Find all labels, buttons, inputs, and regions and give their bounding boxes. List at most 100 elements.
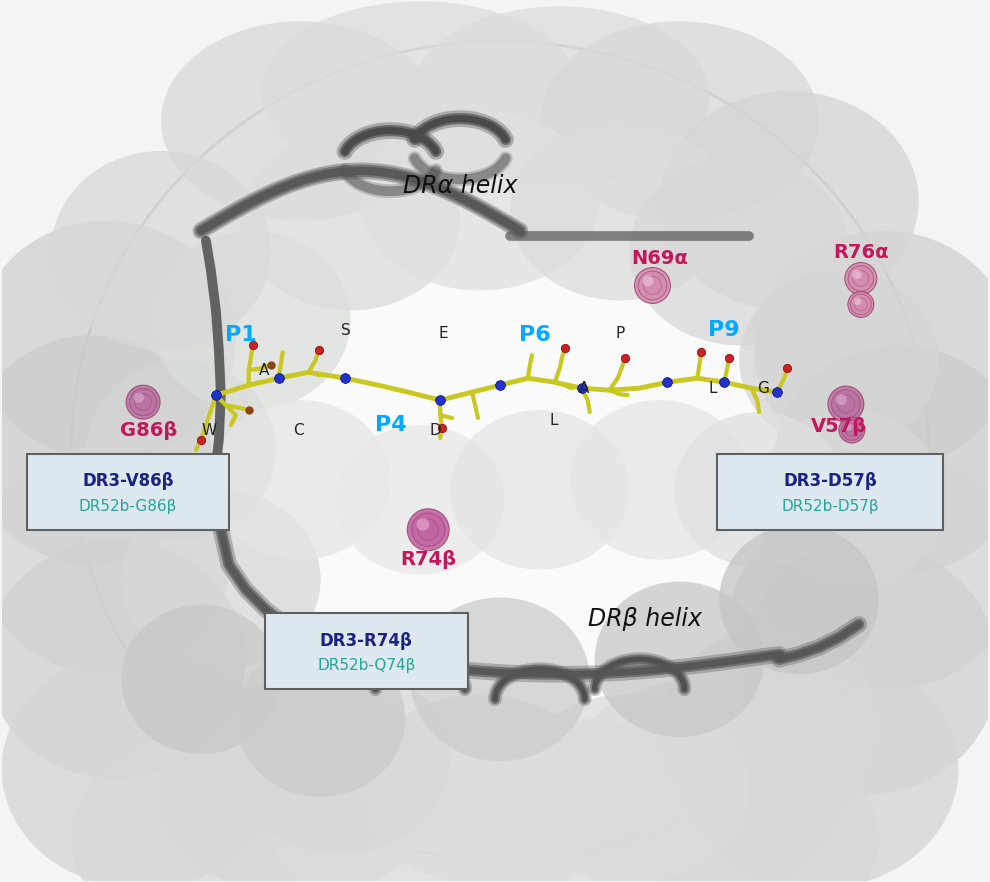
Ellipse shape xyxy=(241,131,460,310)
Circle shape xyxy=(837,395,854,413)
Circle shape xyxy=(130,389,156,415)
Ellipse shape xyxy=(450,410,630,570)
Circle shape xyxy=(852,270,861,280)
Ellipse shape xyxy=(679,649,958,882)
Circle shape xyxy=(844,263,877,295)
Circle shape xyxy=(412,513,445,547)
Circle shape xyxy=(418,519,439,540)
Circle shape xyxy=(848,265,873,291)
Ellipse shape xyxy=(161,21,441,220)
Ellipse shape xyxy=(360,111,600,290)
Ellipse shape xyxy=(151,231,350,410)
Ellipse shape xyxy=(86,360,275,540)
Ellipse shape xyxy=(260,2,580,181)
Circle shape xyxy=(850,294,871,315)
Circle shape xyxy=(126,385,160,419)
Text: R76α: R76α xyxy=(833,243,889,262)
Text: D: D xyxy=(430,422,442,437)
Circle shape xyxy=(635,267,670,303)
Circle shape xyxy=(832,390,860,418)
Text: DRβ helix: DRβ helix xyxy=(587,608,702,632)
Text: G86β: G86β xyxy=(121,421,178,439)
Ellipse shape xyxy=(161,679,441,882)
Text: W: W xyxy=(201,422,217,437)
Text: C: C xyxy=(293,422,304,437)
Circle shape xyxy=(844,422,852,430)
Ellipse shape xyxy=(231,664,450,854)
Text: P1: P1 xyxy=(225,325,256,346)
FancyBboxPatch shape xyxy=(264,614,468,689)
Ellipse shape xyxy=(774,345,990,574)
Text: P9: P9 xyxy=(709,320,741,340)
Ellipse shape xyxy=(71,41,929,859)
Ellipse shape xyxy=(236,641,405,796)
Ellipse shape xyxy=(2,649,281,882)
Ellipse shape xyxy=(720,525,879,674)
Ellipse shape xyxy=(570,400,749,559)
Text: G: G xyxy=(757,381,769,396)
Circle shape xyxy=(842,420,862,440)
Ellipse shape xyxy=(510,694,749,882)
Ellipse shape xyxy=(0,220,236,460)
Circle shape xyxy=(845,423,858,437)
Ellipse shape xyxy=(754,410,943,589)
Ellipse shape xyxy=(630,156,848,345)
Text: V57β: V57β xyxy=(811,416,867,436)
Ellipse shape xyxy=(595,581,764,737)
Circle shape xyxy=(407,509,449,550)
Text: R74β: R74β xyxy=(400,550,456,569)
Text: L: L xyxy=(708,381,717,396)
Ellipse shape xyxy=(540,21,819,220)
Text: E: E xyxy=(439,325,448,340)
Text: A: A xyxy=(258,363,269,377)
Circle shape xyxy=(839,417,865,443)
Circle shape xyxy=(639,271,667,300)
Circle shape xyxy=(134,392,144,403)
Circle shape xyxy=(847,291,874,318)
Ellipse shape xyxy=(410,6,709,186)
Ellipse shape xyxy=(51,151,270,350)
Text: P4: P4 xyxy=(374,415,406,435)
Ellipse shape xyxy=(740,545,990,794)
Ellipse shape xyxy=(360,694,600,882)
Ellipse shape xyxy=(211,400,390,559)
Ellipse shape xyxy=(580,729,879,882)
Circle shape xyxy=(828,386,864,422)
Ellipse shape xyxy=(270,729,590,882)
Circle shape xyxy=(853,297,861,305)
Circle shape xyxy=(852,271,869,287)
Ellipse shape xyxy=(0,445,231,674)
Ellipse shape xyxy=(730,525,929,714)
Ellipse shape xyxy=(121,604,281,754)
FancyBboxPatch shape xyxy=(28,454,229,530)
Ellipse shape xyxy=(754,231,990,470)
Text: DR52b-D57β: DR52b-D57β xyxy=(781,498,879,513)
Circle shape xyxy=(836,394,846,405)
Ellipse shape xyxy=(142,101,839,779)
Ellipse shape xyxy=(510,121,730,301)
Ellipse shape xyxy=(121,490,321,669)
Ellipse shape xyxy=(740,271,939,450)
Text: DR52b-Q74β: DR52b-Q74β xyxy=(317,658,416,673)
Text: A: A xyxy=(578,381,589,396)
Ellipse shape xyxy=(0,335,211,564)
Ellipse shape xyxy=(71,729,370,882)
FancyBboxPatch shape xyxy=(718,454,942,530)
Circle shape xyxy=(854,298,867,311)
Circle shape xyxy=(417,519,430,531)
Text: P6: P6 xyxy=(519,325,550,346)
Text: P: P xyxy=(616,325,626,340)
Ellipse shape xyxy=(759,450,990,689)
Text: L: L xyxy=(549,413,558,428)
Circle shape xyxy=(643,275,653,287)
Text: DRα helix: DRα helix xyxy=(403,174,518,198)
Circle shape xyxy=(135,393,151,411)
Text: DR3-V86β: DR3-V86β xyxy=(82,472,174,490)
Text: DR52b-G86β: DR52b-G86β xyxy=(79,498,177,513)
Text: N69α: N69α xyxy=(631,249,688,268)
Ellipse shape xyxy=(410,597,590,761)
Text: S: S xyxy=(341,323,350,338)
Ellipse shape xyxy=(336,425,505,574)
Ellipse shape xyxy=(659,91,919,310)
Ellipse shape xyxy=(674,412,843,568)
